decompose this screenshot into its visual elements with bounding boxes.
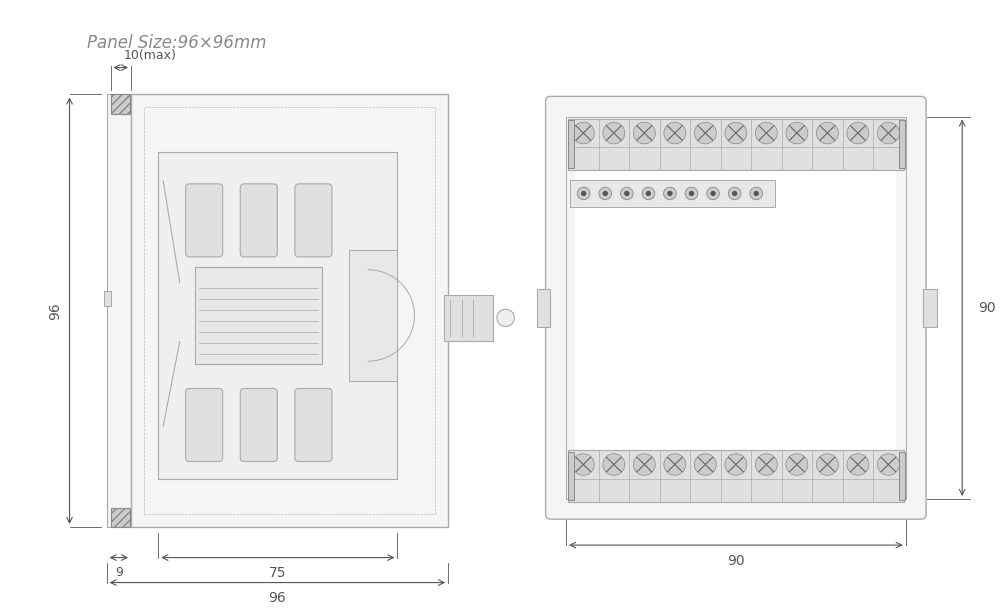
Circle shape (599, 187, 612, 200)
Circle shape (847, 454, 869, 475)
Bar (144, 107, 435, 515)
Text: 9: 9 (115, 566, 123, 579)
FancyBboxPatch shape (240, 389, 277, 462)
Bar (537, 289, 550, 327)
Text: Panel Size:96×96mm: Panel Size:96×96mm (87, 34, 267, 52)
Circle shape (603, 122, 625, 144)
Circle shape (603, 454, 625, 475)
Circle shape (685, 187, 698, 200)
Circle shape (668, 191, 672, 195)
Circle shape (664, 187, 676, 200)
Circle shape (711, 191, 715, 195)
Circle shape (664, 122, 686, 144)
Circle shape (572, 454, 594, 475)
Bar (923, 289, 937, 327)
Bar (575, 126, 896, 490)
Circle shape (603, 191, 607, 195)
FancyBboxPatch shape (186, 184, 223, 257)
FancyBboxPatch shape (546, 96, 926, 519)
Circle shape (733, 191, 737, 195)
Circle shape (750, 187, 763, 200)
Text: 90: 90 (978, 301, 995, 315)
FancyBboxPatch shape (240, 184, 277, 257)
Circle shape (582, 191, 586, 195)
Circle shape (728, 187, 741, 200)
Circle shape (877, 122, 899, 144)
Circle shape (572, 122, 594, 144)
Bar (111, 508, 130, 527)
Bar (899, 452, 905, 500)
Bar (107, 94, 131, 527)
Circle shape (786, 122, 808, 144)
Circle shape (755, 454, 777, 475)
Circle shape (816, 454, 838, 475)
Bar (568, 119, 904, 171)
Circle shape (694, 454, 716, 475)
Bar (566, 116, 906, 499)
Circle shape (642, 187, 655, 200)
Circle shape (725, 454, 747, 475)
Bar (349, 250, 397, 381)
Circle shape (633, 122, 655, 144)
Circle shape (664, 454, 686, 475)
Circle shape (877, 454, 899, 475)
Circle shape (754, 191, 758, 195)
Circle shape (620, 187, 633, 200)
Circle shape (577, 187, 590, 200)
Bar (131, 94, 448, 527)
Bar (158, 152, 397, 479)
Circle shape (625, 191, 629, 195)
Circle shape (497, 309, 514, 326)
Circle shape (755, 122, 777, 144)
FancyBboxPatch shape (295, 389, 332, 462)
Circle shape (646, 191, 650, 195)
Circle shape (725, 122, 747, 144)
Text: 96: 96 (268, 591, 286, 605)
Text: 90: 90 (727, 554, 745, 568)
Bar (104, 291, 111, 306)
Circle shape (816, 122, 838, 144)
Bar (568, 121, 574, 169)
Circle shape (694, 122, 716, 144)
FancyBboxPatch shape (295, 184, 332, 257)
Bar (570, 180, 775, 207)
Bar (195, 267, 322, 364)
FancyBboxPatch shape (186, 389, 223, 462)
Circle shape (633, 454, 655, 475)
Bar (111, 94, 130, 114)
Circle shape (847, 122, 869, 144)
Text: 75: 75 (269, 566, 287, 580)
Bar (568, 450, 904, 502)
Circle shape (786, 454, 808, 475)
Circle shape (707, 187, 719, 200)
Circle shape (690, 191, 693, 195)
Text: 10(max): 10(max) (124, 49, 176, 62)
Bar (444, 295, 493, 341)
Bar (568, 452, 574, 500)
Text: 96: 96 (48, 302, 62, 320)
Bar (899, 121, 905, 169)
